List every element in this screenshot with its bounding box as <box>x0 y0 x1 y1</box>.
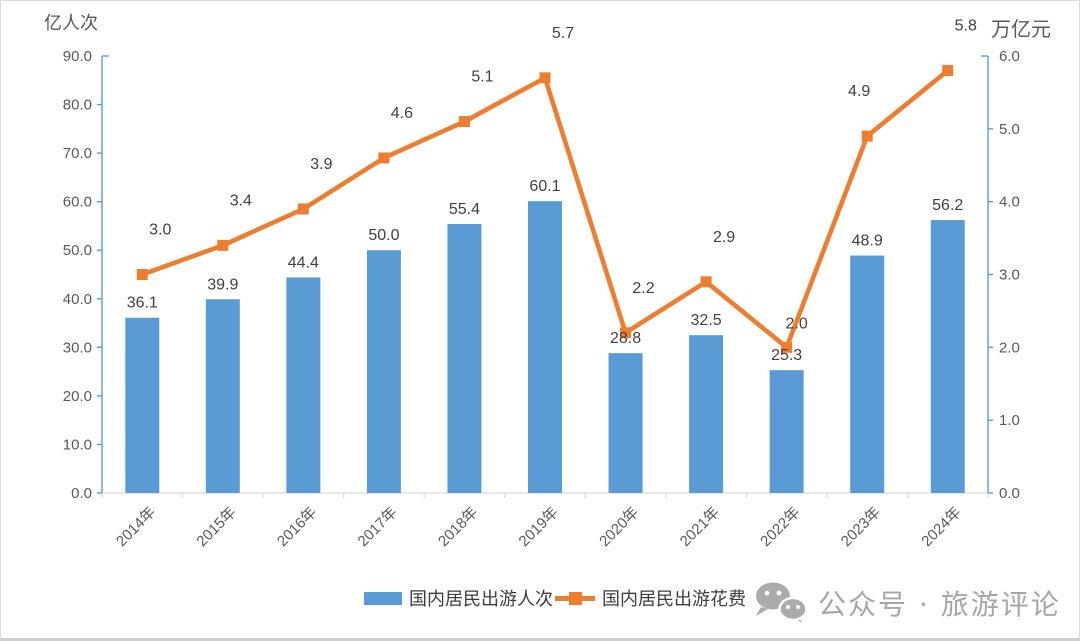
x-axis-labels: 2014年 2015年 2016年 2017年 2018年 2019年 2020年 2021年… <box>113 504 965 550</box>
bar-data-label: 44.4 <box>288 254 319 271</box>
bar-data-label: 25.3 <box>771 347 802 364</box>
line-data-label: 2.9 <box>713 229 735 246</box>
bar-data-label: 48.9 <box>852 233 883 250</box>
bar <box>205 299 240 493</box>
x-axis-label: 2021年 <box>677 504 723 550</box>
bar-data-label: 28.8 <box>610 330 641 347</box>
bar-data-label: 60.1 <box>529 178 560 195</box>
bar-data-label: 55.4 <box>449 201 480 218</box>
right-axis-tick-label: 0.0 <box>999 485 1020 502</box>
line-marker <box>700 276 712 288</box>
line-data-label: 3.9 <box>310 156 332 173</box>
x-axis-label: 2014年 <box>113 504 159 550</box>
legend-label-bar-series: 国内居民出游人次 <box>409 589 553 610</box>
right-axis-tick-label: 3.0 <box>999 267 1020 284</box>
bar <box>447 224 482 493</box>
line-data-label: 2.2 <box>632 280 654 297</box>
bar-data-label: 32.5 <box>691 312 722 329</box>
line-marker <box>297 203 309 215</box>
line-marker <box>942 65 954 77</box>
combo-chart: 2014年 2015年 2016年 2017年 2018年 2019年 2020年 2021年… <box>63 18 1020 550</box>
x-axis-label: 2023年 <box>838 504 884 550</box>
line-marker <box>539 72 551 84</box>
x-axis-label: 2018年 <box>435 504 481 550</box>
bar-data-label: 50.0 <box>368 227 399 244</box>
line-marker <box>781 341 793 353</box>
right-axis-title: 万亿元 <box>991 17 1051 41</box>
right-axis-tick-label: 1.0 <box>999 412 1020 429</box>
left-axis-title: 亿人次 <box>44 13 98 34</box>
bar-data-label: 39.9 <box>207 276 238 293</box>
watermark-text: 公众号 · 旅游评论 <box>818 588 1061 621</box>
legend-label-line-series: 国内居民出游花费 <box>602 589 746 610</box>
bar <box>850 255 885 493</box>
x-axis-label: 2017年 <box>355 504 401 550</box>
line-marker <box>861 130 873 142</box>
bar-data-label: 56.2 <box>932 197 963 214</box>
left-axis-tick-label: 10.0 <box>63 436 92 453</box>
x-axis-label: 2015年 <box>193 504 239 550</box>
x-axis-label: 2022年 <box>757 504 803 550</box>
line-data-label: 5.1 <box>471 69 493 86</box>
bar <box>930 220 965 493</box>
bar <box>528 201 562 494</box>
left-axis-tick-label: 20.0 <box>63 388 92 405</box>
left-axis-tick-label: 80.0 <box>63 97 92 114</box>
bar-series-swatch <box>364 591 402 605</box>
left-axis: 0.0 10.0 20.0 30.0 40.0 50.0 60.0 70.0 80.0 90.0 <box>63 48 109 502</box>
bar <box>125 317 160 493</box>
bar <box>769 370 804 493</box>
x-axis-label: 2019年 <box>516 504 562 550</box>
legend-item-line-series: 国内居民出游花费 <box>555 585 746 611</box>
bar <box>286 277 321 493</box>
line-marker <box>217 239 229 251</box>
watermark: 公众号 · 旅游评论 <box>753 581 1061 625</box>
line-marker <box>458 116 470 128</box>
line-data-label: 4.9 <box>848 83 870 100</box>
bar-data-label: 36.1 <box>127 295 158 312</box>
line-series-marker-swatch <box>569 591 582 605</box>
line-data-label: 3.4 <box>230 192 252 209</box>
right-axis-tick-label: 4.0 <box>999 194 1020 211</box>
left-axis-tick-label: 40.0 <box>63 291 92 308</box>
legend-item-bar-series: 国内居民出游人次 <box>364 585 553 611</box>
left-axis-tick-label: 60.0 <box>63 194 92 211</box>
bar <box>366 250 401 493</box>
bar <box>608 353 643 493</box>
line-series <box>136 65 954 353</box>
legend: 国内居民出游人次 国内居民出游花费 <box>364 585 746 611</box>
line-data-label: 3.0 <box>149 222 171 239</box>
line-data-label: 5.8 <box>955 18 977 35</box>
line-marker <box>620 327 632 339</box>
left-axis-tick-label: 0.0 <box>71 485 92 502</box>
left-axis-tick-label: 90.0 <box>63 48 92 65</box>
left-axis-tick-label: 30.0 <box>63 339 92 356</box>
x-axis <box>101 492 989 498</box>
line-series-swatch <box>555 591 595 605</box>
right-axis-tick-label: 6.0 <box>999 48 1020 65</box>
bar-series <box>125 201 965 494</box>
x-axis-label: 2016年 <box>274 504 320 550</box>
left-axis-tick-label: 50.0 <box>63 242 92 259</box>
x-axis-label: 2020年 <box>596 504 642 550</box>
line-data-label: 5.7 <box>552 25 574 42</box>
line-marker <box>136 269 148 280</box>
x-axis-label: 2024年 <box>918 504 964 550</box>
bar <box>689 335 724 493</box>
right-axis-tick-label: 2.0 <box>999 339 1020 356</box>
data-labels: 36.1 39.9 44.4 50.0 55.4 60.1 28.8 32.5 25.3 48.9… <box>127 18 977 365</box>
left-axis-tick-label: 70.0 <box>63 145 92 162</box>
wechat-icon <box>756 582 808 625</box>
line-data-label: 2.0 <box>786 315 808 332</box>
right-axis-tick-label: 5.0 <box>999 121 1020 138</box>
line-marker <box>378 152 390 164</box>
right-axis: 0.0 1.0 2.0 3.0 4.0 5.0 6.0 <box>981 48 1020 502</box>
line-data-label: 4.6 <box>391 105 413 122</box>
